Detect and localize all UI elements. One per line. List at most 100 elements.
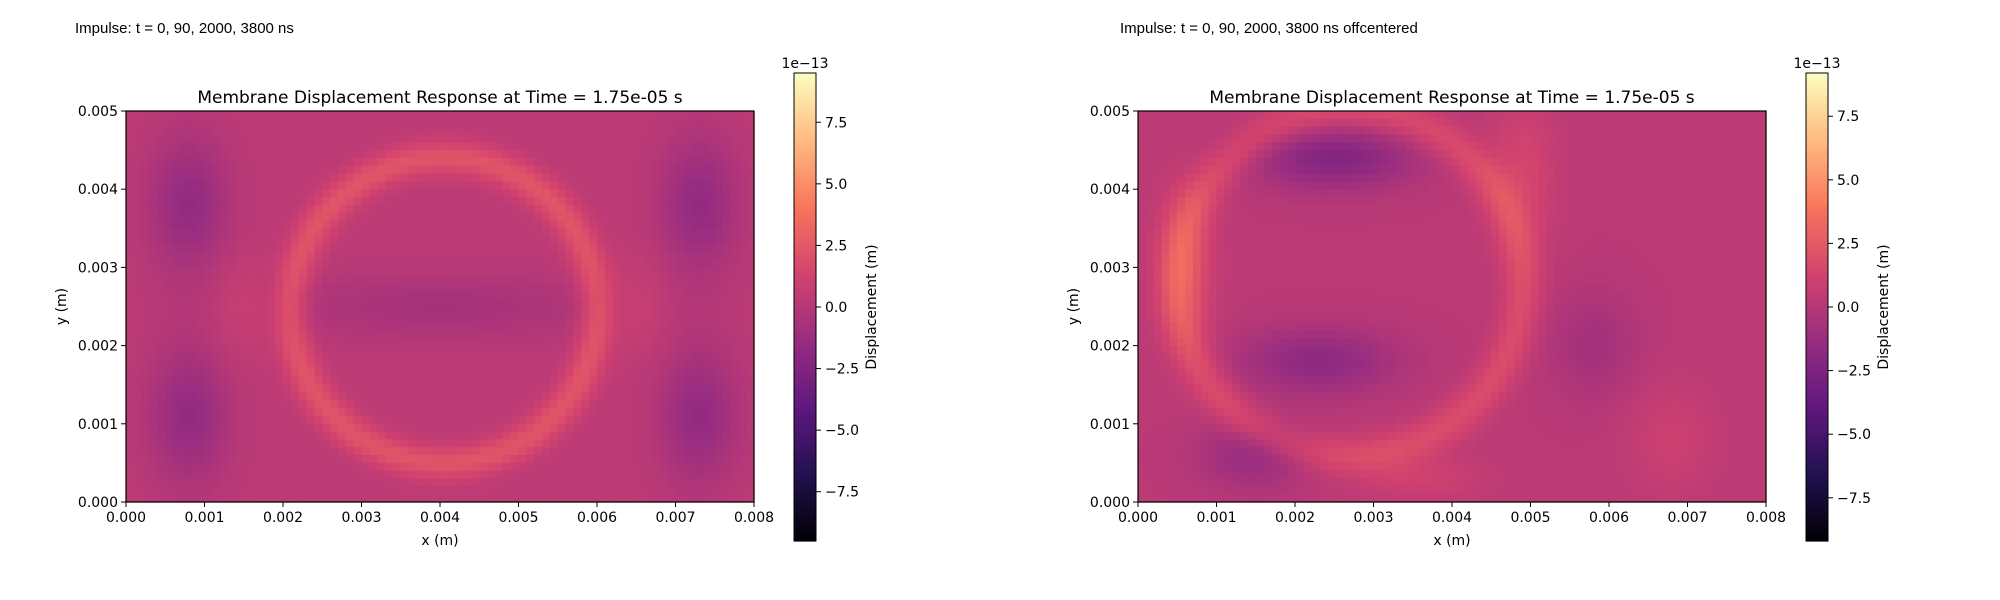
heatmap-cell [691,431,700,441]
heatmap-cell [659,494,669,503]
heatmap-cell [267,243,276,253]
heatmap-cell [228,384,237,394]
heatmap-cell [722,283,732,292]
heatmap-cell [549,197,559,206]
heatmap-cell [659,431,669,441]
heatmap-cell [337,392,347,401]
heatmap-cell [463,212,472,222]
heatmap-cell [706,126,716,136]
heatmap-cell [479,181,488,190]
heatmap-cell [361,142,370,151]
colorbar-segment [794,314,816,320]
heatmap-cell [1161,126,1170,136]
heatmap-cell [479,423,488,433]
heatmap-cell [1263,181,1273,190]
heatmap-cell [487,251,496,261]
heatmap-cell [447,423,457,433]
heatmap-cell [455,290,465,300]
heatmap-cell [471,204,480,214]
heatmap-cell [377,415,386,425]
heatmap-cell [180,462,190,472]
heatmap-cell [243,290,253,300]
heatmap-cell [494,134,504,143]
heatmap-cell [534,189,543,198]
heatmap-cell [502,228,512,237]
heatmap-cell [644,486,653,495]
heatmap-cell [675,361,684,370]
heatmap-cell [746,478,755,487]
colorbar-segment [794,229,816,234]
heatmap-cell [228,111,237,120]
heatmap-cell [604,134,614,143]
heatmap-cell [644,431,653,441]
heatmap-cell [746,415,755,425]
heatmap-cell [369,197,378,206]
heatmap-cell [440,314,449,323]
heatmap-cell [1475,142,1484,151]
heatmap-cell [361,204,370,214]
heatmap-cell [502,157,512,167]
heatmap-cell [659,298,669,308]
heatmap-cell [628,134,637,143]
heatmap-cell [494,478,504,487]
heatmap-cell [573,376,582,386]
heatmap-cell [173,165,182,175]
heatmap-cell [337,236,347,245]
heatmap-cell [361,494,370,503]
heatmap-cell [283,212,292,222]
heatmap-cell [330,314,339,323]
heatmap-cell [228,439,237,448]
heatmap-cell [581,189,590,198]
heatmap-cell [620,142,629,151]
heatmap-cell [730,204,739,214]
heatmap-cell [385,400,394,409]
heatmap-cell [1255,173,1265,182]
heatmap-cell [683,384,692,394]
heatmap-cell [149,439,158,448]
heatmap-cell [267,275,276,284]
heatmap-cell [479,408,488,417]
heatmap-cell [636,204,645,214]
heatmap-cell [667,220,677,229]
heatmap-cell [337,142,347,151]
heatmap-cell [283,439,292,448]
heatmap-cell [306,142,315,151]
heatmap-cell [188,462,198,472]
heatmap-cell [455,462,465,472]
heatmap-cell [204,494,213,503]
heatmap-cell [392,486,402,495]
heatmap-cell [385,142,394,151]
heatmap-cell [455,275,465,284]
heatmap-cell [683,181,692,190]
heatmap-cell [180,228,190,237]
heatmap-cell [377,118,386,128]
heatmap-cell [267,486,276,495]
heatmap-cell [1459,173,1469,182]
heatmap-cell [636,478,645,487]
heatmap-cell [651,243,661,253]
heatmap-cell [314,415,323,425]
heatmap-cell [440,181,449,190]
heatmap-cell [251,134,261,143]
heatmap-cell [502,462,512,472]
colorbar-segment [794,330,816,335]
heatmap-cell [1240,126,1249,136]
heatmap-cell [746,298,755,308]
heatmap-cell [699,337,708,347]
heatmap-cell [565,439,575,448]
heatmap-cell [165,486,174,495]
heatmap-cell [424,157,433,167]
heatmap-cell [471,189,480,198]
heatmap-cell [738,322,747,331]
heatmap-cell [471,439,480,448]
heatmap-cell [149,329,158,339]
heatmap-cell [392,322,402,331]
heatmap-cell [1334,173,1343,182]
heatmap-cell [714,486,724,495]
heatmap-cell [259,243,268,253]
heatmap-cell [235,118,245,128]
heatmap-cell [549,455,559,464]
heatmap-cell [306,173,315,182]
heatmap-cell [455,322,465,331]
heatmap-cell [369,228,378,237]
